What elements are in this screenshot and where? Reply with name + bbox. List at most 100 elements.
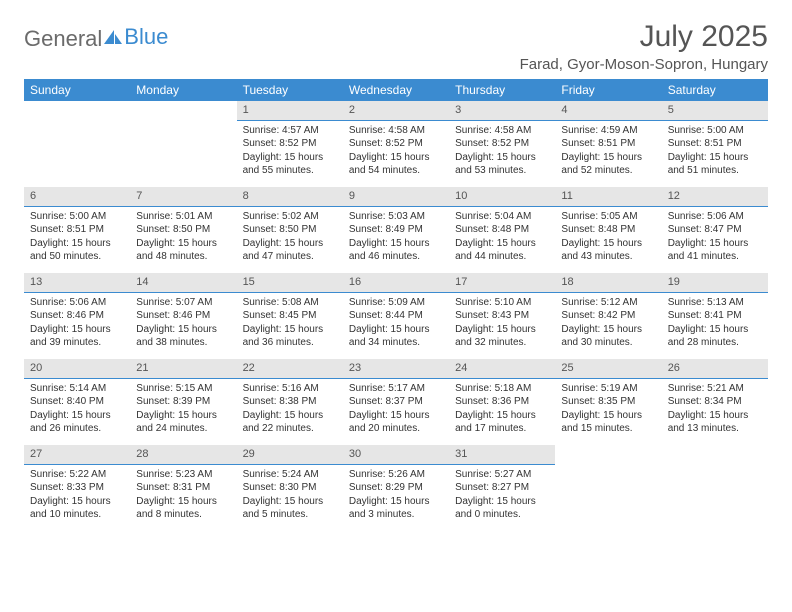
sunset-text: Sunset: 8:45 PM: [243, 309, 337, 323]
daylight-text: Daylight: 15 hours and 34 minutes.: [349, 323, 443, 350]
sunset-text: Sunset: 8:51 PM: [561, 137, 655, 151]
sunset-text: Sunset: 8:38 PM: [243, 395, 337, 409]
sunset-text: Sunset: 8:46 PM: [30, 309, 124, 323]
daylight-text: Daylight: 15 hours and 46 minutes.: [349, 237, 443, 264]
sunrise-text: Sunrise: 5:04 AM: [455, 210, 549, 224]
day-body: Sunrise: 5:09 AMSunset: 8:44 PMDaylight:…: [343, 293, 449, 354]
sunset-text: Sunset: 8:52 PM: [349, 137, 443, 151]
sunrise-text: Sunrise: 5:00 AM: [668, 124, 762, 138]
sunset-text: Sunset: 8:42 PM: [561, 309, 655, 323]
day-cell: 17Sunrise: 5:10 AMSunset: 8:43 PMDayligh…: [449, 273, 555, 359]
day-cell: 26Sunrise: 5:21 AMSunset: 8:34 PMDayligh…: [662, 359, 768, 445]
calendar-table: Sunday Monday Tuesday Wednesday Thursday…: [24, 79, 768, 531]
day-number: 26: [662, 359, 768, 379]
day-number: 28: [130, 445, 236, 465]
day-body: Sunrise: 5:02 AMSunset: 8:50 PMDaylight:…: [237, 207, 343, 268]
daylight-text: Daylight: 15 hours and 51 minutes.: [668, 151, 762, 178]
day-body: Sunrise: 5:24 AMSunset: 8:30 PMDaylight:…: [237, 465, 343, 526]
day-number: 12: [662, 187, 768, 207]
day-number: 13: [24, 273, 130, 293]
day-body: Sunrise: 5:16 AMSunset: 8:38 PMDaylight:…: [237, 379, 343, 440]
daylight-text: Daylight: 15 hours and 0 minutes.: [455, 495, 549, 522]
day-cell: 21Sunrise: 5:15 AMSunset: 8:39 PMDayligh…: [130, 359, 236, 445]
sunrise-text: Sunrise: 5:16 AM: [243, 382, 337, 396]
day-body: Sunrise: 5:00 AMSunset: 8:51 PMDaylight:…: [662, 121, 768, 182]
day-cell: 20Sunrise: 5:14 AMSunset: 8:40 PMDayligh…: [24, 359, 130, 445]
day-number: 10: [449, 187, 555, 207]
sunrise-text: Sunrise: 5:02 AM: [243, 210, 337, 224]
weekday-header: Monday: [130, 79, 236, 101]
day-cell: 3Sunrise: 4:58 AMSunset: 8:52 PMDaylight…: [449, 101, 555, 187]
day-body: Sunrise: 5:04 AMSunset: 8:48 PMDaylight:…: [449, 207, 555, 268]
day-number: 23: [343, 359, 449, 379]
day-cell: 9Sunrise: 5:03 AMSunset: 8:49 PMDaylight…: [343, 187, 449, 273]
daylight-text: Daylight: 15 hours and 8 minutes.: [136, 495, 230, 522]
day-number: 4: [555, 101, 661, 121]
day-cell: 10Sunrise: 5:04 AMSunset: 8:48 PMDayligh…: [449, 187, 555, 273]
day-number: 19: [662, 273, 768, 293]
day-cell: 28Sunrise: 5:23 AMSunset: 8:31 PMDayligh…: [130, 445, 236, 531]
day-number: 18: [555, 273, 661, 293]
week-row: 13Sunrise: 5:06 AMSunset: 8:46 PMDayligh…: [24, 273, 768, 359]
daylight-text: Daylight: 15 hours and 24 minutes.: [136, 409, 230, 436]
week-row: 1Sunrise: 4:57 AMSunset: 8:52 PMDaylight…: [24, 101, 768, 187]
sunset-text: Sunset: 8:52 PM: [243, 137, 337, 151]
day-cell: 30Sunrise: 5:26 AMSunset: 8:29 PMDayligh…: [343, 445, 449, 531]
day-number: 2: [343, 101, 449, 121]
day-body: Sunrise: 4:57 AMSunset: 8:52 PMDaylight:…: [237, 121, 343, 182]
sunrise-text: Sunrise: 5:22 AM: [30, 468, 124, 482]
day-cell: 29Sunrise: 5:24 AMSunset: 8:30 PMDayligh…: [237, 445, 343, 531]
day-body: Sunrise: 4:58 AMSunset: 8:52 PMDaylight:…: [343, 121, 449, 182]
day-number: 14: [130, 273, 236, 293]
day-cell: 8Sunrise: 5:02 AMSunset: 8:50 PMDaylight…: [237, 187, 343, 273]
day-body: Sunrise: 5:05 AMSunset: 8:48 PMDaylight:…: [555, 207, 661, 268]
daylight-text: Daylight: 15 hours and 28 minutes.: [668, 323, 762, 350]
day-cell: 6Sunrise: 5:00 AMSunset: 8:51 PMDaylight…: [24, 187, 130, 273]
day-number: 5: [662, 101, 768, 121]
day-body: Sunrise: 5:13 AMSunset: 8:41 PMDaylight:…: [662, 293, 768, 354]
week-row: 6Sunrise: 5:00 AMSunset: 8:51 PMDaylight…: [24, 187, 768, 273]
sunset-text: Sunset: 8:48 PM: [455, 223, 549, 237]
day-cell: 15Sunrise: 5:08 AMSunset: 8:45 PMDayligh…: [237, 273, 343, 359]
daylight-text: Daylight: 15 hours and 54 minutes.: [349, 151, 443, 178]
daylight-text: Daylight: 15 hours and 17 minutes.: [455, 409, 549, 436]
day-cell: 13Sunrise: 5:06 AMSunset: 8:46 PMDayligh…: [24, 273, 130, 359]
week-row: 27Sunrise: 5:22 AMSunset: 8:33 PMDayligh…: [24, 445, 768, 531]
sunset-text: Sunset: 8:41 PM: [668, 309, 762, 323]
sunset-text: Sunset: 8:52 PM: [455, 137, 549, 151]
daylight-text: Daylight: 15 hours and 13 minutes.: [668, 409, 762, 436]
location: Farad, Gyor-Moson-Sopron, Hungary: [520, 56, 768, 73]
weekday-row: Sunday Monday Tuesday Wednesday Thursday…: [24, 79, 768, 101]
day-body: Sunrise: 5:22 AMSunset: 8:33 PMDaylight:…: [24, 465, 130, 526]
day-cell: 25Sunrise: 5:19 AMSunset: 8:35 PMDayligh…: [555, 359, 661, 445]
sunrise-text: Sunrise: 5:03 AM: [349, 210, 443, 224]
daylight-text: Daylight: 15 hours and 20 minutes.: [349, 409, 443, 436]
daylight-text: Daylight: 15 hours and 38 minutes.: [136, 323, 230, 350]
day-body: Sunrise: 5:03 AMSunset: 8:49 PMDaylight:…: [343, 207, 449, 268]
day-number: 8: [237, 187, 343, 207]
weekday-header: Friday: [555, 79, 661, 101]
day-cell: [130, 101, 236, 187]
day-body: Sunrise: 5:10 AMSunset: 8:43 PMDaylight:…: [449, 293, 555, 354]
day-number: 22: [237, 359, 343, 379]
day-body: Sunrise: 5:18 AMSunset: 8:36 PMDaylight:…: [449, 379, 555, 440]
day-number: 27: [24, 445, 130, 465]
sunset-text: Sunset: 8:37 PM: [349, 395, 443, 409]
sunset-text: Sunset: 8:44 PM: [349, 309, 443, 323]
page: General Blue July 2025 Farad, Gyor-Moson…: [0, 0, 792, 551]
day-cell: 5Sunrise: 5:00 AMSunset: 8:51 PMDaylight…: [662, 101, 768, 187]
sunrise-text: Sunrise: 5:00 AM: [30, 210, 124, 224]
logo-text-2: Blue: [124, 24, 168, 50]
daylight-text: Daylight: 15 hours and 30 minutes.: [561, 323, 655, 350]
sunset-text: Sunset: 8:36 PM: [455, 395, 549, 409]
daylight-text: Daylight: 15 hours and 10 minutes.: [30, 495, 124, 522]
day-cell: 22Sunrise: 5:16 AMSunset: 8:38 PMDayligh…: [237, 359, 343, 445]
day-cell: 11Sunrise: 5:05 AMSunset: 8:48 PMDayligh…: [555, 187, 661, 273]
daylight-text: Daylight: 15 hours and 43 minutes.: [561, 237, 655, 264]
weekday-header: Wednesday: [343, 79, 449, 101]
day-cell: 24Sunrise: 5:18 AMSunset: 8:36 PMDayligh…: [449, 359, 555, 445]
title-block: July 2025 Farad, Gyor-Moson-Sopron, Hung…: [520, 20, 768, 73]
daylight-text: Daylight: 15 hours and 47 minutes.: [243, 237, 337, 264]
daylight-text: Daylight: 15 hours and 36 minutes.: [243, 323, 337, 350]
sunset-text: Sunset: 8:50 PM: [136, 223, 230, 237]
